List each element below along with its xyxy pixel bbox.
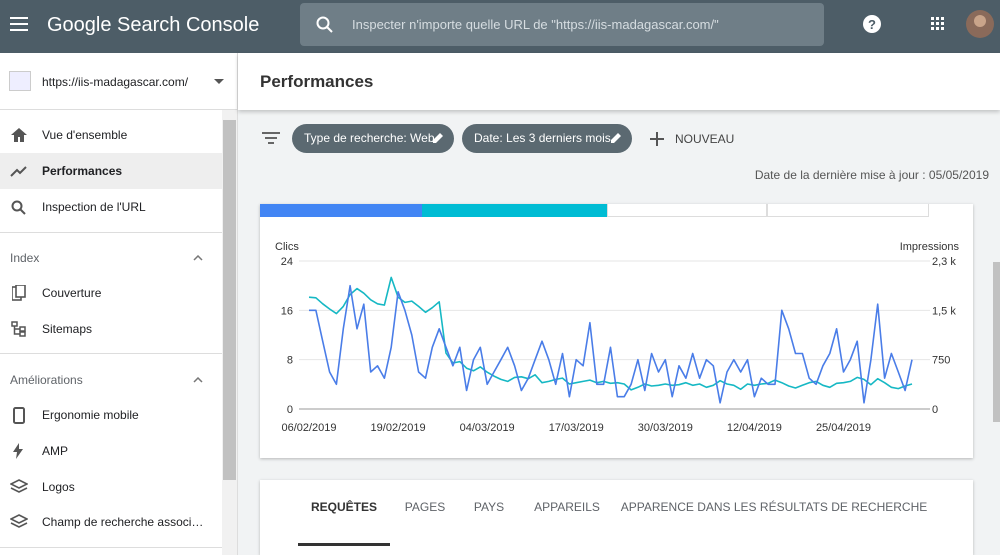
tab-indicator (298, 543, 390, 546)
collapse-icon[interactable] (193, 255, 203, 261)
nav-label: Ergonomie mobile (42, 408, 139, 422)
x-tick-label: 06/02/2019 (281, 422, 336, 434)
y2-axis-title: Impressions (900, 241, 960, 253)
y2-tick-label: 2,3 k (932, 256, 956, 268)
y-tick-label: 24 (281, 256, 293, 268)
nav-label: Vue d'ensemble (42, 128, 128, 142)
divider (0, 353, 222, 354)
y2-tick-label: 1,5 k (932, 305, 956, 317)
y2-tick-label: 750 (932, 355, 950, 367)
nav-label: Inspection de l'URL (42, 200, 146, 214)
nav-item[interactable]: Couverture (0, 275, 222, 311)
divider (0, 232, 222, 233)
x-tick-label: 17/03/2019 (549, 422, 604, 434)
section-title[interactable]: Index (10, 251, 40, 265)
series-line (308, 276, 913, 391)
filter-chip[interactable]: Date: Les 3 derniers mois (462, 124, 632, 153)
menu-icon[interactable] (10, 16, 30, 32)
nav-label: Champ de recherche associ… (42, 515, 204, 529)
y-tick-label: 8 (287, 355, 293, 367)
divider (0, 109, 238, 110)
y-tick-label: 0 (287, 404, 293, 416)
search-box[interactable]: Inspecter n'importe quelle URL de "https… (300, 3, 824, 46)
search-placeholder: Inspecter n'importe quelle URL de "https… (352, 17, 719, 32)
nav-label: AMP (42, 444, 69, 458)
scrollbar-thumb[interactable] (993, 262, 1000, 422)
metric-card[interactable] (607, 204, 767, 217)
nav-item[interactable]: Performances (0, 153, 222, 189)
nav-item[interactable]: Vue d'ensemble (0, 117, 222, 153)
divider (0, 547, 222, 548)
filter-icon[interactable] (262, 131, 280, 145)
sidebar: https://iis-madagascar.com/ Vue d'ensemb… (0, 53, 238, 555)
tab[interactable]: REQUÊTES (310, 500, 378, 514)
x-tick-label: 12/04/2019 (727, 422, 782, 434)
nav-label: Sitemaps (42, 322, 93, 336)
chip-label: Type de recherche: Web (304, 131, 435, 145)
nav-item[interactable]: Inspection de l'URL (0, 189, 222, 225)
tab[interactable]: APPARENCE DANS LES RÉSULTATS DE RECHERCH… (620, 500, 928, 514)
chart-card (260, 204, 973, 458)
nav-label: Logos (42, 480, 75, 494)
help-icon[interactable]: ? (862, 14, 882, 34)
metric-card[interactable] (767, 204, 929, 217)
metric-card[interactable] (260, 204, 422, 217)
dropdown-icon[interactable] (214, 79, 224, 85)
metric-card[interactable] (422, 204, 607, 217)
search-icon (316, 16, 333, 33)
x-tick-label: 04/03/2019 (460, 422, 515, 434)
nav-item[interactable]: AMP (0, 433, 222, 469)
y-axis-title: Clics (275, 241, 299, 253)
tab[interactable]: APPAREILS (534, 500, 600, 514)
nav-item[interactable]: Ergonomie mobile (0, 397, 222, 433)
property[interactable]: https://iis-madagascar.com/ (42, 75, 189, 89)
filter-chip[interactable]: Type de recherche: Web (292, 124, 454, 153)
nav-item[interactable]: Logos (0, 469, 222, 505)
page-header: Performances (238, 53, 1000, 110)
tab[interactable]: PAYS (473, 500, 505, 514)
plus-icon[interactable] (650, 132, 664, 146)
x-tick-label: 19/02/2019 (371, 422, 426, 434)
avatar[interactable] (966, 10, 994, 38)
nav-item[interactable]: Sitemaps (0, 311, 222, 347)
y-tick-label: 16 (281, 305, 293, 317)
tab[interactable]: PAGES (404, 500, 446, 514)
tabs-card (260, 480, 973, 555)
y2-tick-label: 0 (932, 404, 938, 416)
last-update: Date de la dernière mise à jour : 05/05/… (754, 168, 989, 182)
nav-label: Couverture (42, 286, 102, 300)
apps-icon[interactable] (931, 17, 945, 31)
top-bar: Google Search Console Inspecter n'import… (0, 0, 1000, 53)
nav-label: Performances (42, 164, 123, 178)
app-name: Google Search Console (47, 14, 260, 36)
site-icon (9, 71, 31, 91)
chip-label: Date: Les 3 derniers mois (474, 131, 611, 145)
nav-item[interactable]: Champ de recherche associ… (0, 504, 222, 540)
scrollbar-track (222, 110, 237, 555)
section-title[interactable]: Améliorations (10, 373, 83, 387)
collapse-icon[interactable] (193, 377, 203, 383)
scrollbar-thumb[interactable] (223, 120, 236, 480)
svg-text:?: ? (868, 17, 876, 32)
x-tick-label: 25/04/2019 (816, 422, 871, 434)
series-line (309, 284, 913, 404)
new-filter[interactable]: NOUVEAU (675, 132, 735, 146)
page-title: Performances (260, 72, 374, 91)
x-tick-label: 30/03/2019 (638, 422, 693, 434)
